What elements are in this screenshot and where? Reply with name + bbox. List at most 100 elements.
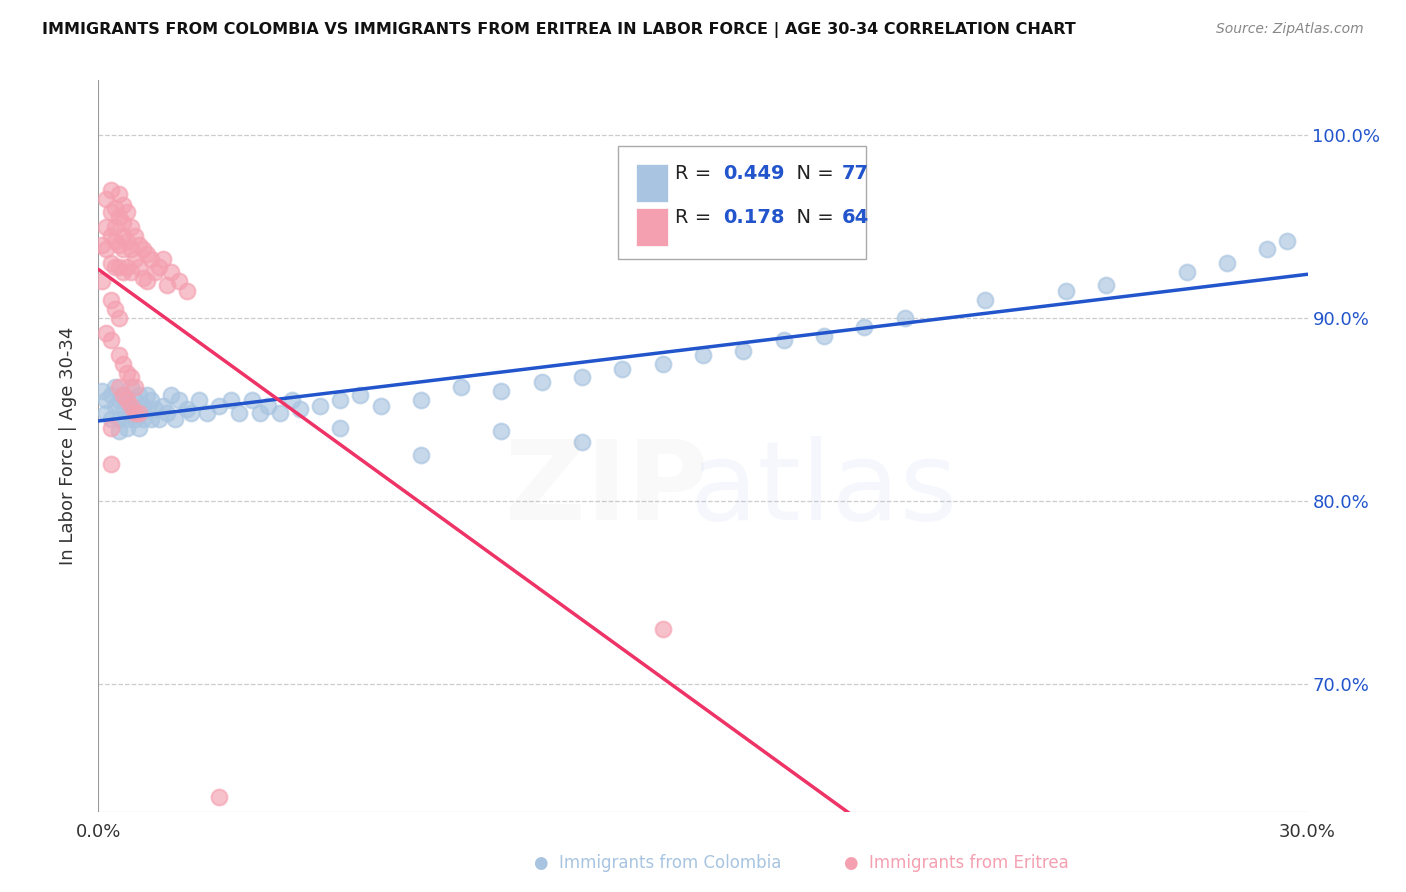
Point [139,252,162,267]
Point [571,369,593,384]
Point [107,211,129,225]
Point [651,622,673,636]
Point [120,380,142,394]
Point [409,448,432,462]
Text: 0.178: 0.178 [724,209,785,227]
Text: N =: N = [785,164,839,184]
Y-axis label: In Labor Force | Age 30-34: In Labor Force | Age 30-34 [59,326,77,566]
Point [491,425,513,439]
Point [103,301,125,316]
Point [1054,284,1077,298]
Point [240,393,263,408]
Point [111,402,134,417]
FancyBboxPatch shape [637,208,668,246]
Point [148,411,170,425]
FancyBboxPatch shape [619,146,866,260]
Point [100,388,122,402]
Point [180,406,202,420]
Point [772,333,794,347]
Point [450,380,472,394]
Point [124,411,146,425]
Point [100,420,122,434]
Point [167,393,190,408]
Point [111,388,134,402]
Point [115,393,138,408]
Point [96,406,118,420]
Point [120,399,142,413]
Point [160,388,183,402]
Point [124,406,146,420]
Point [195,406,218,420]
Point [103,219,125,234]
Text: 64: 64 [842,209,869,227]
Point [96,326,118,340]
Point [115,420,138,434]
Point [91,384,114,399]
Point [135,247,157,261]
Point [571,435,593,450]
Point [692,347,714,362]
Point [208,790,231,805]
Point [128,406,150,420]
Point [1095,278,1118,293]
Point [176,402,198,417]
Point [120,242,142,256]
Point [120,399,142,413]
Point [111,265,134,279]
Point [91,274,114,288]
Point [111,357,134,371]
Point [530,375,553,389]
Point [115,366,138,380]
Point [143,402,166,417]
Point [100,458,122,472]
Point [135,388,157,402]
Point [96,242,118,256]
Point [208,399,231,413]
Point [733,343,755,358]
Point [124,228,146,243]
Point [111,216,134,230]
Point [100,205,122,219]
Point [107,310,129,325]
Point [120,219,142,234]
Point [115,205,138,219]
Point [139,411,162,425]
Point [167,274,190,288]
Point [1277,234,1299,248]
Point [91,238,114,252]
Point [156,406,179,420]
Point [176,284,198,298]
Point [100,228,122,243]
Point [135,402,157,417]
Point [107,238,129,252]
Point [100,293,122,307]
Point [96,219,118,234]
Point [103,201,125,215]
Point [221,393,243,408]
Point [309,399,332,413]
Point [124,393,146,408]
Point [107,186,129,201]
Point [107,411,129,425]
Point [228,406,250,420]
Point [269,406,291,420]
Point [135,274,157,288]
Point [120,369,142,384]
Text: 77: 77 [842,164,869,184]
Point [115,393,138,408]
Point [256,399,278,413]
Point [143,265,166,279]
Point [124,252,146,267]
Point [100,256,122,270]
Point [103,380,125,394]
Point [612,362,634,376]
Point [96,192,118,206]
Point [111,197,134,211]
Point [107,380,129,394]
Point [152,252,174,267]
Point [128,260,150,274]
Point [132,242,155,256]
Point [132,411,155,425]
Text: R =: R = [675,209,717,227]
Point [288,402,311,417]
